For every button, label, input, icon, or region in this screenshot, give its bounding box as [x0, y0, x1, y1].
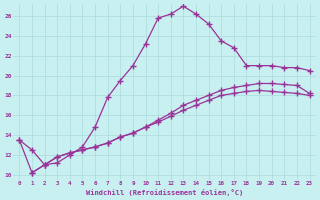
- X-axis label: Windchill (Refroidissement éolien,°C): Windchill (Refroidissement éolien,°C): [86, 189, 243, 196]
